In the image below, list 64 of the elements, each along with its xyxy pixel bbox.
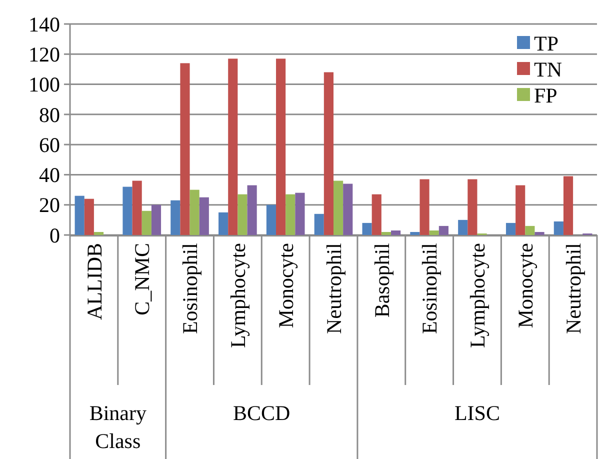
bar xyxy=(334,180,344,235)
bar xyxy=(563,176,574,235)
bar xyxy=(266,204,276,235)
y-tick-label: 80 xyxy=(39,102,60,127)
x-tick-label: Lymphocyte xyxy=(466,243,490,348)
bar xyxy=(151,204,162,235)
x-tick-label: ALLIDB xyxy=(82,243,106,320)
bar xyxy=(84,198,94,235)
bar xyxy=(324,72,334,235)
text: LISC xyxy=(454,401,500,425)
bar xyxy=(420,179,430,235)
y-tick-label: 0 xyxy=(50,223,60,248)
x-tick-label: Neutrophil xyxy=(561,242,586,334)
y-tick-label: 20 xyxy=(39,193,60,218)
x-tick-label: Lymphocyte xyxy=(226,243,250,348)
legend-label: TN xyxy=(534,57,562,82)
bar xyxy=(94,232,104,235)
bar xyxy=(381,232,391,235)
legend-label: TP xyxy=(534,31,559,56)
bar xyxy=(295,192,305,235)
x-tick-label: Eosinophil xyxy=(418,242,442,334)
y-tick-label: 120 xyxy=(28,42,60,66)
bar xyxy=(180,63,190,235)
bar xyxy=(429,230,439,235)
bar xyxy=(506,222,516,235)
bar xyxy=(286,194,296,235)
bar xyxy=(534,232,544,235)
bar xyxy=(170,200,180,235)
bar xyxy=(516,185,526,235)
y-tick-label: 40 xyxy=(39,163,60,188)
bar xyxy=(276,58,286,235)
bar xyxy=(525,226,535,235)
y-tick-label: 60 xyxy=(39,132,60,157)
bar xyxy=(218,212,228,235)
x-tick-label: Monocyte xyxy=(274,243,298,328)
bar xyxy=(247,185,257,235)
x-tick-label: C_NMC xyxy=(130,243,154,316)
bar xyxy=(190,190,200,235)
bar xyxy=(438,226,448,235)
y-tick-label: 100 xyxy=(28,72,60,97)
bar xyxy=(74,196,84,235)
bar xyxy=(362,222,372,235)
bar xyxy=(228,58,238,235)
x-tick-label: Basophil xyxy=(370,242,394,318)
bar xyxy=(238,194,248,235)
bar xyxy=(142,210,152,235)
y-tick-label: 140 xyxy=(28,12,60,36)
bar xyxy=(314,214,324,235)
bar xyxy=(554,221,564,235)
bar xyxy=(458,220,468,235)
x-tick-label: Monocyte xyxy=(513,243,538,328)
bar xyxy=(343,184,353,235)
legend-label: FP xyxy=(534,83,558,108)
bar xyxy=(199,197,209,235)
text: Binary Class xyxy=(89,401,147,453)
text: BCCD xyxy=(233,401,290,425)
x-tick-label: Neutrophil xyxy=(322,242,346,334)
bar xyxy=(132,180,142,235)
bar xyxy=(372,194,382,235)
bar xyxy=(410,232,420,235)
bar xyxy=(468,179,478,235)
bar xyxy=(390,230,401,235)
bar xyxy=(122,186,132,235)
x-tick-label: Eosinophil xyxy=(178,242,202,334)
